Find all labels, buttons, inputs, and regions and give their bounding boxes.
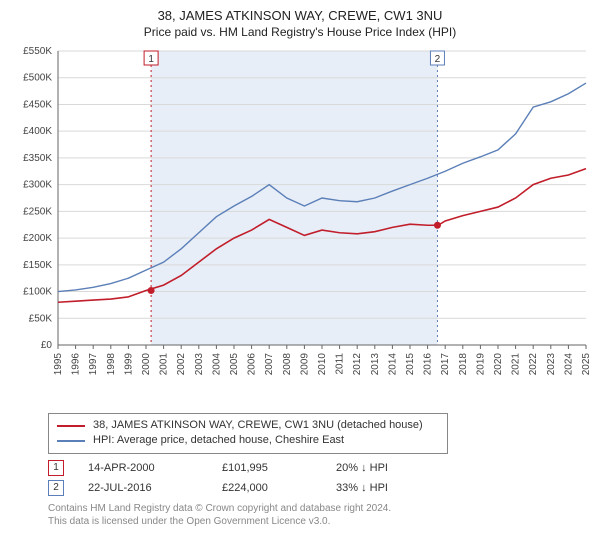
svg-text:2004: 2004	[211, 353, 222, 376]
svg-text:2016: 2016	[423, 353, 434, 376]
legend-swatch	[57, 440, 85, 442]
legend-item: HPI: Average price, detached house, Ches…	[57, 433, 439, 448]
marker-date: 22-JUL-2016	[88, 482, 198, 494]
svg-text:1998: 1998	[106, 353, 117, 376]
svg-text:1997: 1997	[88, 353, 99, 376]
svg-text:£500K: £500K	[23, 73, 52, 84]
license-line: This data is licensed under the Open Gov…	[48, 515, 592, 528]
legend: 38, JAMES ATKINSON WAY, CREWE, CW1 3NU (…	[48, 413, 448, 454]
legend-label: 38, JAMES ATKINSON WAY, CREWE, CW1 3NU (…	[93, 418, 423, 433]
svg-text:1996: 1996	[71, 353, 82, 376]
svg-text:2010: 2010	[317, 353, 328, 376]
marker-pct: 20% ↓ HPI	[336, 462, 388, 474]
svg-text:2001: 2001	[159, 353, 170, 376]
svg-text:2023: 2023	[546, 353, 557, 376]
svg-text:2: 2	[435, 54, 441, 65]
svg-text:2007: 2007	[264, 353, 275, 376]
svg-text:2025: 2025	[581, 353, 592, 376]
marker-price: £224,000	[222, 482, 312, 494]
svg-text:2024: 2024	[563, 353, 574, 376]
chart-svg: £0 £50K £100K £150K £200K £250K £300K £350K £400…	[8, 45, 592, 405]
legend-swatch	[57, 425, 85, 427]
svg-text:£450K: £450K	[23, 99, 52, 110]
svg-text:£50K: £50K	[29, 313, 53, 324]
svg-text:2006: 2006	[247, 353, 258, 376]
svg-text:£250K: £250K	[23, 206, 52, 217]
sale-markers-table: 1 14-APR-2000 £101,995 20% ↓ HPI 2 22-JU…	[48, 460, 592, 496]
marker-date: 14-APR-2000	[88, 462, 198, 474]
chart-title: 38, JAMES ATKINSON WAY, CREWE, CW1 3NU	[8, 8, 592, 23]
license-text: Contains HM Land Registry data © Crown c…	[48, 502, 592, 528]
svg-text:2013: 2013	[370, 353, 381, 376]
svg-text:£200K: £200K	[23, 233, 52, 244]
svg-text:2008: 2008	[282, 353, 293, 376]
svg-text:2017: 2017	[440, 353, 451, 376]
svg-text:2009: 2009	[299, 353, 310, 376]
svg-text:2005: 2005	[229, 353, 240, 376]
svg-text:£350K: £350K	[23, 153, 52, 164]
chart-subtitle: Price paid vs. HM Land Registry's House …	[8, 25, 592, 39]
marker-badge: 2	[48, 480, 64, 496]
svg-text:£400K: £400K	[23, 126, 52, 137]
svg-text:£300K: £300K	[23, 180, 52, 191]
marker-number: 1	[53, 462, 59, 473]
marker-number: 2	[53, 482, 59, 493]
legend-label: HPI: Average price, detached house, Ches…	[93, 433, 344, 448]
svg-text:2012: 2012	[352, 353, 363, 376]
chart-plot-area: £0 £50K £100K £150K £200K £250K £300K £350K £400…	[8, 45, 592, 405]
svg-text:2015: 2015	[405, 353, 416, 376]
svg-text:£0: £0	[41, 340, 53, 351]
legend-item: 38, JAMES ATKINSON WAY, CREWE, CW1 3NU (…	[57, 418, 439, 433]
svg-text:2014: 2014	[387, 353, 398, 376]
marker-pct: 33% ↓ HPI	[336, 482, 388, 494]
svg-text:2011: 2011	[335, 353, 346, 375]
sale-marker-row: 2 22-JUL-2016 £224,000 33% ↓ HPI	[48, 480, 592, 496]
sale-marker-row: 1 14-APR-2000 £101,995 20% ↓ HPI	[48, 460, 592, 476]
chart-container: 38, JAMES ATKINSON WAY, CREWE, CW1 3NU P…	[0, 0, 600, 534]
license-line: Contains HM Land Registry data © Crown c…	[48, 502, 592, 515]
svg-text:1995: 1995	[53, 353, 64, 376]
svg-text:2000: 2000	[141, 353, 152, 376]
svg-text:1: 1	[148, 54, 154, 65]
svg-text:£100K: £100K	[23, 287, 52, 298]
svg-text:2019: 2019	[475, 353, 486, 376]
svg-text:2002: 2002	[176, 353, 187, 376]
svg-text:2020: 2020	[493, 353, 504, 376]
svg-text:1999: 1999	[123, 353, 134, 376]
svg-text:2022: 2022	[528, 353, 539, 376]
marker-badge: 1	[48, 460, 64, 476]
svg-text:£150K: £150K	[23, 260, 52, 271]
svg-text:£550K: £550K	[23, 46, 52, 57]
svg-text:2021: 2021	[511, 353, 522, 376]
svg-text:2018: 2018	[458, 353, 469, 376]
marker-price: £101,995	[222, 462, 312, 474]
svg-text:2003: 2003	[194, 353, 205, 376]
